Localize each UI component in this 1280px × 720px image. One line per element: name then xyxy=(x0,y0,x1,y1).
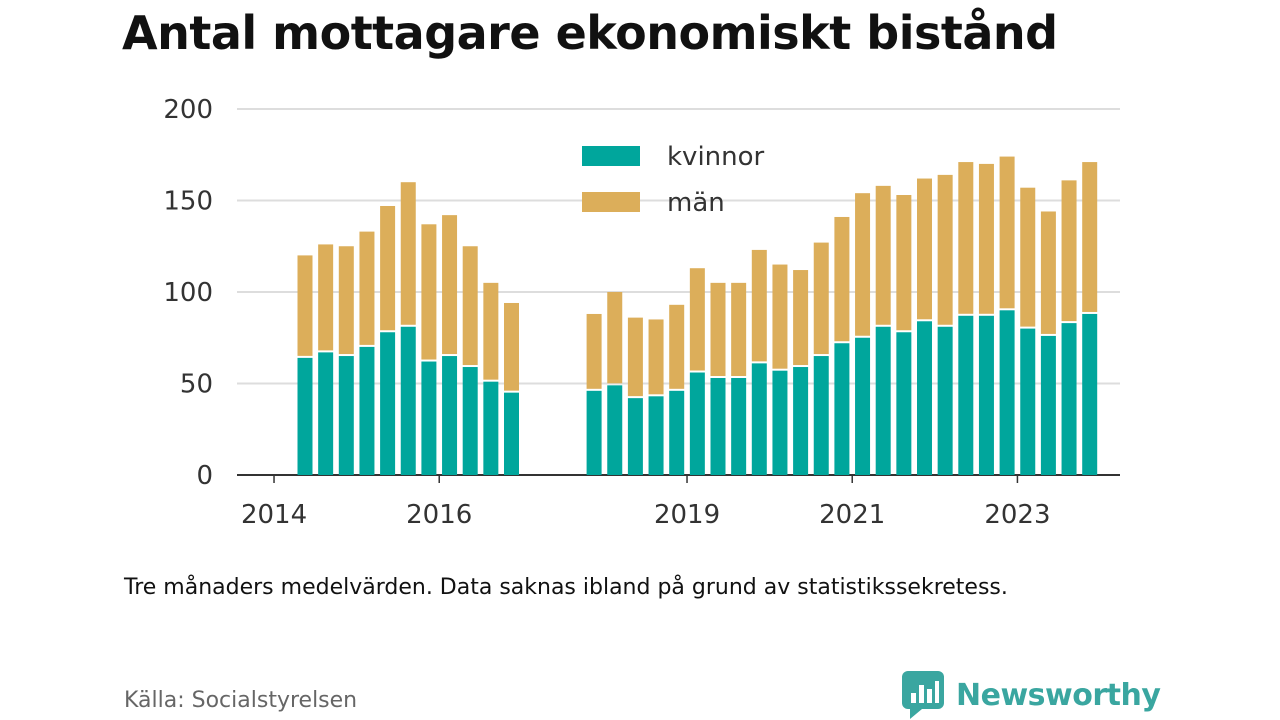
bar-kvinnor xyxy=(834,343,850,475)
bar-kvinnor xyxy=(813,356,829,475)
bar-man xyxy=(627,317,643,397)
bar-man xyxy=(813,242,829,355)
chart-title: Antal mottagare ekonomiskt bistånd xyxy=(122,6,1058,60)
bar-kvinnor xyxy=(297,357,313,475)
bar-man xyxy=(731,282,747,377)
bar-man xyxy=(999,156,1015,309)
bar-kvinnor xyxy=(917,321,932,475)
bar-kvinnor xyxy=(462,367,478,475)
newsworthy-logo-icon xyxy=(902,671,944,719)
bar-man xyxy=(937,174,953,325)
bar-kvinnor xyxy=(689,372,705,475)
x-tick-label: 2014 xyxy=(241,500,307,530)
bar-man xyxy=(338,246,354,355)
bar-man xyxy=(834,216,850,342)
bar-man xyxy=(1082,162,1098,312)
y-axis-ticks: 0 50 100 150 200 xyxy=(163,95,213,491)
bar-kvinnor xyxy=(504,392,519,475)
bar-man xyxy=(504,302,519,391)
bar-kvinnor xyxy=(896,332,912,475)
bar-man xyxy=(875,185,891,325)
bar-kvinnor xyxy=(855,337,871,475)
bar-man xyxy=(318,244,334,351)
bar-man xyxy=(978,163,994,314)
bar-kvinnor xyxy=(978,315,994,475)
bar-kvinnor xyxy=(483,381,499,475)
bar-man xyxy=(483,282,499,380)
y-tick-label: 100 xyxy=(163,278,213,308)
bar-man xyxy=(648,319,664,395)
x-tick-label: 2016 xyxy=(406,500,472,530)
bar-man xyxy=(751,249,767,362)
bar-man xyxy=(297,255,313,356)
y-tick-label: 0 xyxy=(196,461,213,491)
bar-kvinnor xyxy=(710,378,726,475)
bar-man xyxy=(462,246,478,366)
bar-kvinnor xyxy=(359,346,375,475)
legend-label: kvinnor xyxy=(667,142,765,172)
bar-kvinnor xyxy=(338,356,354,475)
bar-kvinnor xyxy=(648,396,664,475)
y-tick-label: 50 xyxy=(180,370,213,400)
bar-man xyxy=(896,195,912,331)
bar-kvinnor xyxy=(937,326,953,475)
bar-kvinnor xyxy=(772,370,788,475)
bar-man xyxy=(710,282,726,377)
bar-man xyxy=(380,205,396,331)
legend: kvinnor män xyxy=(582,142,765,218)
bar-man xyxy=(958,162,974,314)
chart-canvas: 0 50 100 150 200 2014 2016 2019 2021 2023 kvinno… xyxy=(163,95,1120,530)
brand-name: Newsworthy xyxy=(956,677,1161,713)
bar-man xyxy=(400,182,416,325)
bar-man xyxy=(793,270,809,366)
bar-kvinnor xyxy=(421,361,437,475)
bar-kvinnor xyxy=(380,332,396,475)
bar-kvinnor xyxy=(1061,323,1077,475)
x-tick-label: 2023 xyxy=(984,500,1050,530)
bar-kvinnor xyxy=(586,390,602,475)
bar-man xyxy=(607,292,623,384)
legend-swatch xyxy=(582,146,640,166)
bar-kvinnor xyxy=(999,310,1015,475)
bar-man xyxy=(442,215,458,355)
bar-man xyxy=(1020,187,1036,327)
bar-kvinnor xyxy=(318,352,334,475)
y-tick-label: 200 xyxy=(163,95,213,125)
x-axis-ticks: 2014 2016 2019 2021 2023 xyxy=(241,475,1051,530)
x-tick-label: 2019 xyxy=(654,500,720,530)
bar-kvinnor xyxy=(751,363,767,475)
bar-kvinnor xyxy=(793,367,809,475)
bar-man xyxy=(1061,180,1077,322)
bar-man xyxy=(689,268,705,371)
bar-kvinnor xyxy=(1082,313,1098,475)
bar-kvinnor xyxy=(607,385,623,475)
bar-kvinnor xyxy=(731,378,747,475)
bar-kvinnor xyxy=(400,326,416,475)
legend-swatch xyxy=(582,192,640,212)
bar-man xyxy=(1040,211,1056,334)
bar-kvinnor xyxy=(1040,335,1056,475)
bars-group xyxy=(297,156,1098,475)
brand-logo: Newsworthy xyxy=(902,671,1161,719)
y-tick-label: 150 xyxy=(163,187,213,217)
bar-man xyxy=(669,304,685,389)
source-credit: Källa: Socialstyrelsen xyxy=(124,688,358,713)
bar-kvinnor xyxy=(1020,328,1036,475)
bar-kvinnor xyxy=(875,326,891,475)
bar-kvinnor xyxy=(627,398,643,475)
bar-kvinnor xyxy=(669,390,685,475)
bar-man xyxy=(917,178,932,320)
x-tick-label: 2021 xyxy=(819,500,885,530)
chart-note: Tre månaders medelvärden. Data saknas ib… xyxy=(124,575,1008,600)
bar-man xyxy=(586,313,602,389)
bar-man xyxy=(421,224,437,360)
legend-label: män xyxy=(667,188,725,218)
bar-man xyxy=(855,193,871,336)
bar-man xyxy=(359,231,375,345)
bar-kvinnor xyxy=(442,356,458,475)
bar-man xyxy=(772,264,788,369)
bar-kvinnor xyxy=(958,315,974,475)
